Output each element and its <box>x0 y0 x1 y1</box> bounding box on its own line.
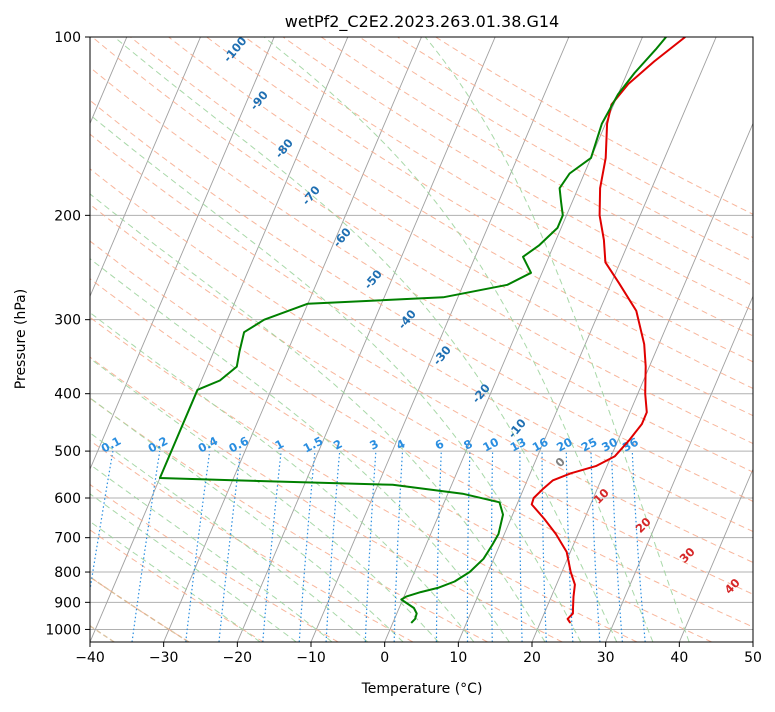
mixing-ratio-label: 0.6 <box>226 434 251 456</box>
mixing-ratio-label: 1.5 <box>301 434 326 456</box>
mixing-ratio-line <box>299 451 315 642</box>
dry-adiabat-label: -80 <box>272 136 296 161</box>
moist-adiabat-line <box>0 37 474 642</box>
mixing-ratio-label: 0.1 <box>99 434 124 456</box>
dry-adiabat-line <box>0 37 775 642</box>
dry-adiabat-line <box>92 37 775 642</box>
y-tick-label: 300 <box>54 313 81 329</box>
moist-adiabat-line <box>0 37 368 642</box>
dry-adiabat-line <box>0 37 637 642</box>
dry-adiabat-line <box>436 37 775 642</box>
moist-adiabat-line <box>114 37 616 642</box>
y-tick-label: 400 <box>54 387 81 403</box>
x-tick-label: −30 <box>149 650 179 666</box>
x-tick-label: 20 <box>523 650 541 666</box>
dry-adiabat-label: -40 <box>395 307 419 332</box>
dewpoint-profile-line <box>160 37 666 623</box>
y-tick-label: 200 <box>54 208 81 224</box>
mixing-ratio-label: 8 <box>461 437 475 453</box>
x-tick-label: −10 <box>296 650 326 666</box>
y-tick-label: 600 <box>54 491 81 507</box>
dry-adiabat-line <box>0 37 488 642</box>
x-tick-label: 10 <box>449 650 467 666</box>
y-tick-label: 900 <box>54 595 81 611</box>
y-tick-label: 800 <box>54 565 81 581</box>
temperature-profile-line <box>532 37 686 623</box>
moist-adiabat-label: 0 <box>552 454 568 470</box>
dry-adiabat-label: -50 <box>361 267 385 292</box>
moist-adiabat-label: 30 <box>677 545 698 566</box>
dry-adiabat-label: -100 <box>220 34 249 65</box>
mixing-ratio-line <box>82 451 113 642</box>
mixing-ratio-line <box>467 451 470 642</box>
dry-adiabat-line <box>245 37 775 642</box>
dry-adiabat-label: -70 <box>299 183 323 208</box>
isotherm-line <box>16 37 274 642</box>
isotherm-line <box>458 37 716 642</box>
x-tick-label: 40 <box>670 650 688 666</box>
x-tick-label: −20 <box>223 650 253 666</box>
mixing-ratio-label: 2 <box>331 437 345 453</box>
isotherm-line <box>385 37 643 642</box>
x-tick-label: −40 <box>75 650 105 666</box>
isotherm-line <box>237 37 495 642</box>
isotherm-line <box>753 37 775 642</box>
mixing-ratio-line <box>591 451 600 642</box>
dry-adiabat-line <box>283 37 775 642</box>
dry-adiabat-line <box>0 37 413 642</box>
mixing-ratio-line <box>365 451 376 642</box>
moist-adiabat-line <box>0 37 260 642</box>
moist-adiabat-label: 10 <box>591 486 612 507</box>
mixing-ratio-line <box>632 451 645 642</box>
y-tick-label: 100 <box>54 30 81 46</box>
moist-adiabat-line <box>0 37 296 642</box>
moist-adiabat-label: 40 <box>722 576 743 597</box>
dry-adiabat-line <box>0 37 338 642</box>
dry-adiabat-line <box>0 37 712 642</box>
mixing-ratio-label: 3 <box>367 437 381 453</box>
mixing-ratio-line <box>520 451 522 642</box>
y-axis-title: Pressure (hPa) <box>13 289 29 389</box>
dry-adiabat-label: -20 <box>469 381 493 406</box>
x-tick-label: 50 <box>744 650 762 666</box>
dry-adiabat-line <box>0 37 264 642</box>
x-tick-label: 0 <box>380 650 389 666</box>
y-tick-label: 500 <box>54 444 81 460</box>
mixing-ratio-label: 0.4 <box>196 434 221 456</box>
mixing-ratio-line <box>612 451 623 642</box>
y-tick-label: 1000 <box>45 622 81 638</box>
mixing-ratio-label: 4 <box>394 437 408 453</box>
moist-adiabat-line <box>0 37 545 642</box>
isotherm-line <box>90 37 348 642</box>
dry-adiabat-label: -30 <box>430 343 454 368</box>
dry-adiabat-line <box>0 37 562 642</box>
x-tick-label: 30 <box>597 650 615 666</box>
dry-adiabat-label: -10 <box>505 416 529 441</box>
mixing-ratio-line <box>436 451 441 642</box>
chart-title: wetPf2_C2E2.2023.263.01.38.G14 <box>285 12 559 32</box>
moist-adiabat-line <box>0 37 403 642</box>
y-tick-label: 700 <box>54 531 81 547</box>
x-axis-title: Temperature (°C) <box>361 681 483 697</box>
moist-adiabat-line <box>425 37 689 642</box>
